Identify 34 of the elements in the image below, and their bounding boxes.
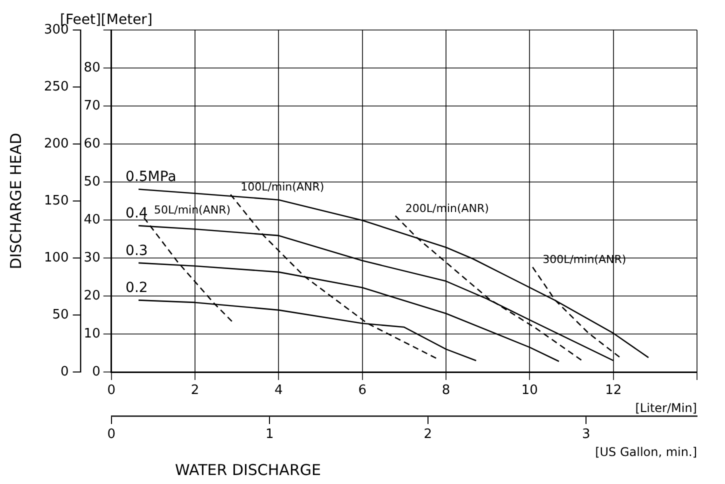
x-tick-label: 0 [107, 383, 116, 398]
series-label: 0.4 [126, 206, 148, 222]
x-axis-title: [Liter/Min] [635, 400, 697, 415]
x-tick-label: 12 [605, 383, 622, 398]
y-tick-label: 80 [84, 60, 100, 76]
x-tick-label: 2 [190, 383, 200, 398]
y-tick-label: 20 [84, 288, 100, 304]
y2-tick-label: 200 [44, 136, 69, 152]
y2-tick-label: 100 [44, 250, 69, 266]
y-tick-label: 40 [84, 212, 100, 228]
y2-tick-label: 0 [60, 364, 69, 380]
y-tick-label: 10 [84, 326, 100, 342]
series-label: 0.5MPa [126, 169, 176, 186]
series-label: 0.3 [126, 242, 148, 259]
y2-tick-label: 50 [52, 307, 69, 322]
text: WATER DISCHARGE [175, 461, 321, 479]
y2-tick-label: 150 [44, 193, 69, 208]
y-tick-label: 70 [84, 98, 100, 114]
x2-tick-label: 1 [265, 427, 274, 442]
y-tick-label: 60 [84, 136, 100, 152]
y2-tick-label: 250 [44, 79, 69, 94]
x-tick-label: 4 [274, 383, 283, 398]
x2-axis-title: [US Gallon, min.] [595, 444, 697, 459]
y-tick-label: 50 [84, 174, 100, 190]
y-tick-label: 30 [84, 250, 100, 266]
y-tick-label: 0 [92, 364, 100, 380]
x2-tick-label: 3 [582, 427, 590, 442]
x2-tick-label: 0 [107, 427, 116, 442]
x-tick-label: 8 [442, 383, 450, 398]
x-tick-label: 6 [358, 383, 366, 398]
series-label: 0.2 [126, 280, 148, 296]
y2-axis-title: DISCHARGE HEAD [6, 132, 25, 270]
x-tick-label: 10 [521, 383, 538, 398]
x2-tick-label: 2 [424, 427, 432, 442]
